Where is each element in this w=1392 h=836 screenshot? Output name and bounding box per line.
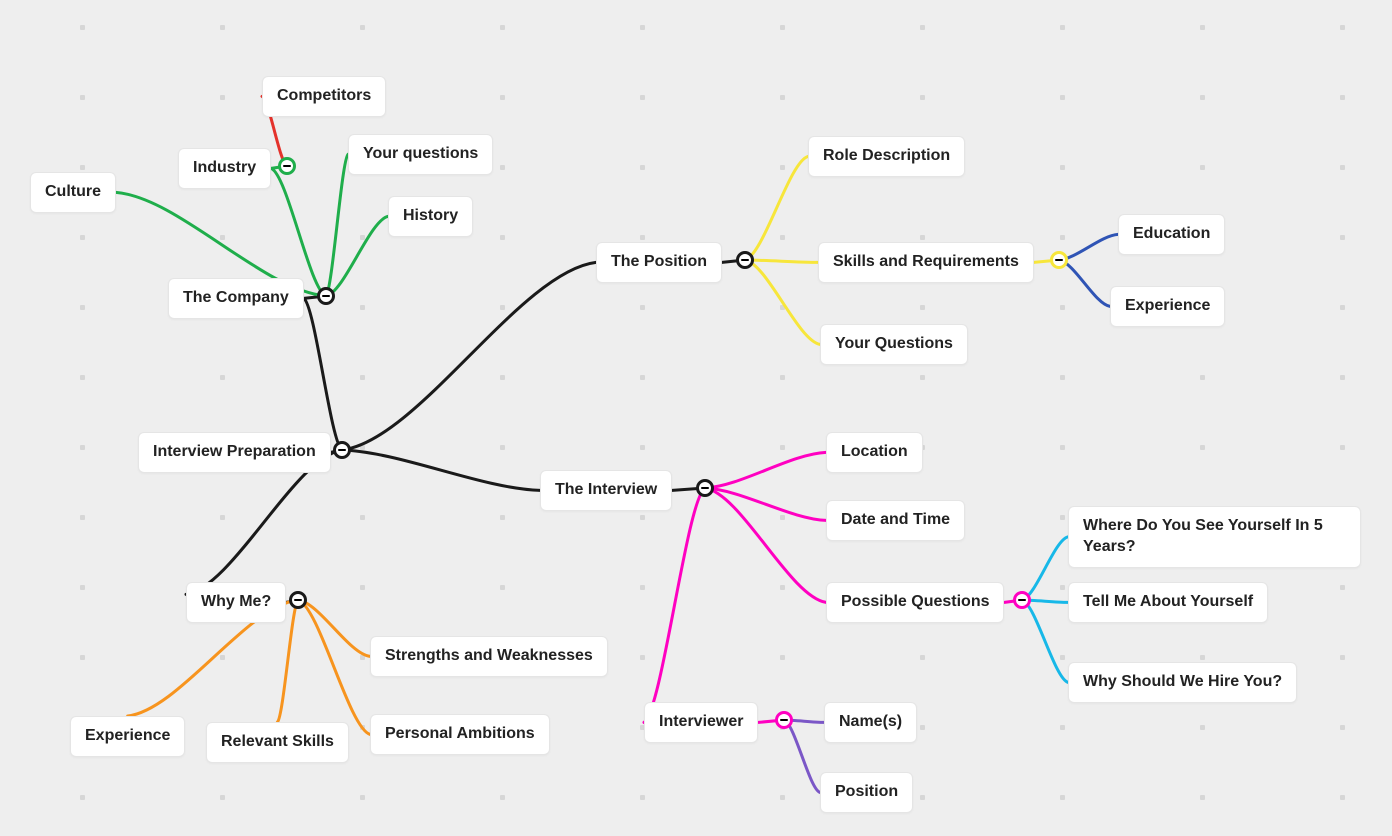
toggle-t_poss_q[interactable] xyxy=(1013,591,1031,609)
node-ambitions[interactable]: Personal Ambitions xyxy=(370,714,550,755)
node-competitors[interactable]: Competitors xyxy=(262,76,386,117)
node-experience_me[interactable]: Experience xyxy=(70,716,185,757)
minus-icon xyxy=(1055,259,1063,261)
node-q3[interactable]: Why Should We Hire You? xyxy=(1068,662,1297,703)
node-culture[interactable]: Culture xyxy=(30,172,116,213)
toggle-t_interview[interactable] xyxy=(696,479,714,497)
minus-icon xyxy=(780,719,788,721)
node-industry[interactable]: Industry xyxy=(178,148,271,189)
node-experience_pos[interactable]: Experience xyxy=(1110,286,1225,327)
toggle-t_industry[interactable] xyxy=(278,157,296,175)
node-history[interactable]: History xyxy=(388,196,473,237)
node-strengths[interactable]: Strengths and Weaknesses xyxy=(370,636,608,677)
toggle-t_company[interactable] xyxy=(317,287,335,305)
node-skills_req[interactable]: Skills and Requirements xyxy=(818,242,1034,283)
node-position[interactable]: The Position xyxy=(596,242,722,283)
node-q2[interactable]: Tell Me About Yourself xyxy=(1068,582,1268,623)
minus-icon xyxy=(283,165,291,167)
toggle-t_interviewer[interactable] xyxy=(775,711,793,729)
node-rel_skills[interactable]: Relevant Skills xyxy=(206,722,349,763)
node-int_position[interactable]: Position xyxy=(820,772,913,813)
minus-icon xyxy=(701,487,709,489)
node-role_desc[interactable]: Role Description xyxy=(808,136,965,177)
minus-icon xyxy=(741,259,749,261)
toggle-t_root[interactable] xyxy=(333,441,351,459)
node-your_questions_co[interactable]: Your questions xyxy=(348,134,493,175)
node-interview[interactable]: The Interview xyxy=(540,470,672,511)
node-root[interactable]: Interview Preparation xyxy=(138,432,331,473)
node-your_questions_pos[interactable]: Your Questions xyxy=(820,324,968,365)
toggle-t_position[interactable] xyxy=(736,251,754,269)
node-why_me[interactable]: Why Me? xyxy=(186,582,286,623)
node-interviewer[interactable]: Interviewer xyxy=(644,702,758,743)
node-names[interactable]: Name(s) xyxy=(824,702,917,743)
node-company[interactable]: The Company xyxy=(168,278,304,319)
mindmap-canvas[interactable]: Interview Preparation The Company Competit… xyxy=(0,0,1392,836)
toggle-t_why_me[interactable] xyxy=(289,591,307,609)
node-location[interactable]: Location xyxy=(826,432,923,473)
node-education[interactable]: Education xyxy=(1118,214,1225,255)
minus-icon xyxy=(322,295,330,297)
minus-icon xyxy=(294,599,302,601)
node-q1[interactable]: Where Do You See Yourself In 5 Years? xyxy=(1068,506,1361,568)
toggle-t_skills[interactable] xyxy=(1050,251,1068,269)
node-date_time[interactable]: Date and Time xyxy=(826,500,965,541)
node-poss_q[interactable]: Possible Questions xyxy=(826,582,1004,623)
minus-icon xyxy=(338,449,346,451)
minus-icon xyxy=(1018,599,1026,601)
